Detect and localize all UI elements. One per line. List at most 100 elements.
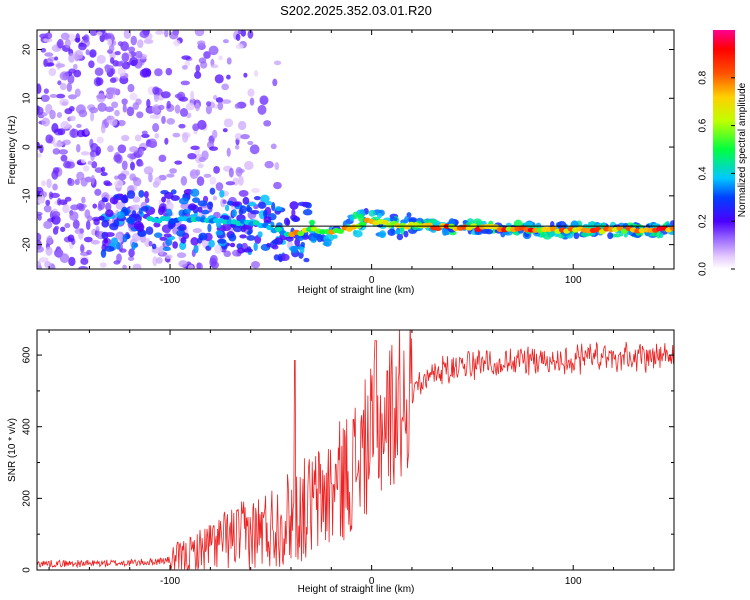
ridge-blob [197,206,203,213]
noise-blob [68,68,77,74]
noise-blob [209,257,217,268]
noise-blob [86,249,92,255]
ridge-blob [200,209,210,215]
noise-blob [134,134,142,142]
noise-blob [114,109,120,117]
noise-blob [44,32,53,40]
ridge-blob [291,208,296,217]
noise-blob [89,106,99,114]
noise-blob [78,109,88,118]
ridge-blob [109,222,119,231]
noise-blob [37,106,44,116]
ridge-blob [215,230,224,236]
noise-blob [111,101,119,109]
noise-blob [54,225,60,231]
noise-blob [48,67,57,77]
noise-blob [185,102,195,111]
noise-blob [169,31,179,40]
noise-blob [235,33,241,41]
noise-blob [117,119,126,127]
ridge-blob [170,195,180,201]
noise-blob [195,64,201,73]
noise-blob [190,90,195,101]
noise-blob [144,197,150,204]
noise-blob [195,102,200,112]
noise-blob [234,103,240,109]
colorbar-label: Normalized spectral amplitude [737,82,748,217]
noise-blob [59,98,70,106]
noise-blob [158,154,167,163]
ridge-blob [406,212,412,218]
ridge-blob [176,229,186,237]
ridge-peak [337,228,345,234]
ridge-blob [161,196,167,203]
ridge-blob [206,201,214,210]
ridge-blob [172,241,179,249]
ridge-blob [240,225,246,233]
noise-blob [46,178,52,189]
noise-blob [209,176,217,185]
noise-blob [90,239,100,245]
ridge-blob [209,187,216,195]
noise-blob [117,173,127,181]
noise-blob [56,142,64,147]
noise-blob [63,160,72,169]
colorbar-tick-label: 0.6 [698,118,709,132]
noise-blob [237,30,243,35]
noise-blob [192,123,200,131]
ridge-blob [138,189,145,198]
noise-blob [143,166,154,175]
noise-blob [97,102,107,112]
noise-blob [165,67,173,76]
noise-blob [201,150,209,161]
noise-blob [228,167,234,178]
spectrogram-xlabel: Height of straight line (km) [298,285,415,296]
noise-blob [152,86,160,95]
noise-blob [132,102,140,111]
noise-blob [39,144,44,154]
ridge-blob [400,226,405,236]
noise-blob [145,69,152,77]
noise-blob [174,160,183,165]
ridge-blob [180,237,187,244]
ridge-blob [197,200,208,207]
noise-blob [257,104,267,115]
noise-blob [89,30,98,37]
ridge-blob [378,230,387,239]
noise-blob [182,132,189,143]
ridge-blob [246,204,251,213]
noise-blob [122,103,127,113]
noise-blob [76,123,82,128]
ridge-blob [352,211,359,220]
noise-blob [96,31,103,37]
noise-blob [223,250,232,258]
ridge-blob [126,190,136,199]
noise-blob [218,55,223,61]
noise-blob [59,253,70,264]
noise-blob [44,52,54,57]
noise-blob [87,160,93,165]
ridge-blob [253,242,258,252]
ridge-blob [207,223,212,233]
ridge-blob [260,194,270,203]
noise-blob [80,151,90,156]
noise-blob [166,201,174,211]
noise-blob [180,80,190,86]
ridge-peak [669,225,674,231]
noise-blob [126,106,135,117]
noise-blob [136,111,144,119]
noise-blob [187,264,194,269]
noise-blob [64,38,71,49]
ridge-blob [162,246,171,252]
noise-blob [197,163,204,169]
noise-blob [176,252,187,259]
noise-blob [46,62,55,67]
noise-blob [247,88,255,97]
noise-blob [37,245,44,253]
noise-blob [164,137,169,145]
noise-blob [38,257,49,263]
ridge-blob [101,219,110,228]
noise-blob [59,71,70,81]
noise-blob [158,104,165,110]
spectrogram-xtick-label: 100 [565,275,582,286]
